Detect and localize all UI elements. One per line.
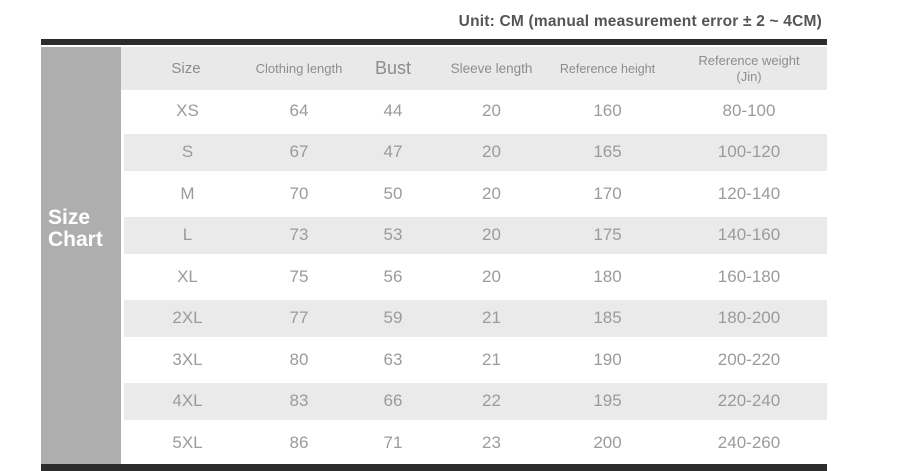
table-row: M 70 50 20 170 120-140 bbox=[121, 173, 827, 215]
value-cell: 66 bbox=[347, 380, 439, 422]
table-row: 3XL 80 63 21 190 200-220 bbox=[121, 339, 827, 381]
size-cell: L bbox=[121, 214, 251, 256]
bottom-divider-bar bbox=[41, 463, 827, 471]
header-row: Size Clothing length Bust Sleeve length Refe… bbox=[121, 47, 827, 90]
unit-note: Unit: CM (manual measurement error ± 2 ~… bbox=[458, 13, 822, 30]
value-cell: 170 bbox=[544, 173, 671, 215]
value-cell: 180-200 bbox=[671, 297, 827, 339]
value-cell: 20 bbox=[439, 214, 544, 256]
value-cell: 175 bbox=[544, 214, 671, 256]
column-header-4: Reference height bbox=[544, 47, 671, 90]
value-cell: 22 bbox=[439, 380, 544, 422]
size-cell: 5XL bbox=[121, 422, 251, 464]
size-cell: XS bbox=[121, 90, 251, 132]
value-cell: 80-100 bbox=[671, 90, 827, 132]
column-header-0: Size bbox=[121, 47, 251, 90]
value-cell: 50 bbox=[347, 173, 439, 215]
value-cell: 120-140 bbox=[671, 173, 827, 215]
value-cell: 21 bbox=[439, 339, 544, 381]
value-cell: 63 bbox=[347, 339, 439, 381]
value-cell: 53 bbox=[347, 214, 439, 256]
value-cell: 67 bbox=[251, 131, 347, 173]
value-cell: 47 bbox=[347, 131, 439, 173]
value-cell: 100-120 bbox=[671, 131, 827, 173]
size-cell: S bbox=[121, 131, 251, 173]
size-table-body: XS 64 44 20 160 80-100 S 67 47 20 165 100-120 M 70 50 2… bbox=[121, 90, 827, 464]
value-cell: 64 bbox=[251, 90, 347, 132]
value-cell: 195 bbox=[544, 380, 671, 422]
size-cell: 3XL bbox=[121, 339, 251, 381]
value-cell: 20 bbox=[439, 173, 544, 215]
value-cell: 160 bbox=[544, 90, 671, 132]
size-cell: XL bbox=[121, 256, 251, 298]
value-cell: 23 bbox=[439, 422, 544, 464]
table-row: XS 64 44 20 160 80-100 bbox=[121, 90, 827, 132]
column-header-2: Bust bbox=[347, 47, 439, 90]
size-table: Size Clothing length Bust Sleeve length Refe… bbox=[121, 47, 827, 464]
value-cell: 200 bbox=[544, 422, 671, 464]
value-cell: 56 bbox=[347, 256, 439, 298]
size-chart-title: Size Chart bbox=[41, 47, 121, 464]
value-cell: 20 bbox=[439, 131, 544, 173]
value-cell: 77 bbox=[251, 297, 347, 339]
value-cell: 44 bbox=[347, 90, 439, 132]
column-header-5: Reference weight (Jin) bbox=[671, 47, 827, 90]
value-cell: 140-160 bbox=[671, 214, 827, 256]
value-cell: 200-220 bbox=[671, 339, 827, 381]
value-cell: 83 bbox=[251, 380, 347, 422]
top-divider-bar bbox=[41, 39, 827, 45]
size-cell: 4XL bbox=[121, 380, 251, 422]
value-cell: 20 bbox=[439, 256, 544, 298]
value-cell: 75 bbox=[251, 256, 347, 298]
column-header-1: Clothing length bbox=[251, 47, 347, 90]
value-cell: 70 bbox=[251, 173, 347, 215]
table-row: L 73 53 20 175 140-160 bbox=[121, 214, 827, 256]
table-row: S 67 47 20 165 100-120 bbox=[121, 131, 827, 173]
value-cell: 180 bbox=[544, 256, 671, 298]
column-header-3: Sleeve length bbox=[439, 47, 544, 90]
value-cell: 190 bbox=[544, 339, 671, 381]
value-cell: 59 bbox=[347, 297, 439, 339]
size-chart: Size Chart Size Clothing length Bust Sleeve… bbox=[41, 39, 827, 471]
value-cell: 220-240 bbox=[671, 380, 827, 422]
table-row: 2XL 77 59 21 185 180-200 bbox=[121, 297, 827, 339]
value-cell: 21 bbox=[439, 297, 544, 339]
table-row: 5XL 86 71 23 200 240-260 bbox=[121, 422, 827, 464]
value-cell: 20 bbox=[439, 90, 544, 132]
value-cell: 86 bbox=[251, 422, 347, 464]
value-cell: 240-260 bbox=[671, 422, 827, 464]
value-cell: 160-180 bbox=[671, 256, 827, 298]
table-row: XL 75 56 20 180 160-180 bbox=[121, 256, 827, 298]
size-cell: 2XL bbox=[121, 297, 251, 339]
value-cell: 71 bbox=[347, 422, 439, 464]
value-cell: 80 bbox=[251, 339, 347, 381]
size-cell: M bbox=[121, 173, 251, 215]
value-cell: 165 bbox=[544, 131, 671, 173]
table-row: 4XL 83 66 22 195 220-240 bbox=[121, 380, 827, 422]
value-cell: 185 bbox=[544, 297, 671, 339]
value-cell: 73 bbox=[251, 214, 347, 256]
size-chart-body: Size Chart Size Clothing length Bust Sleeve… bbox=[41, 47, 827, 464]
